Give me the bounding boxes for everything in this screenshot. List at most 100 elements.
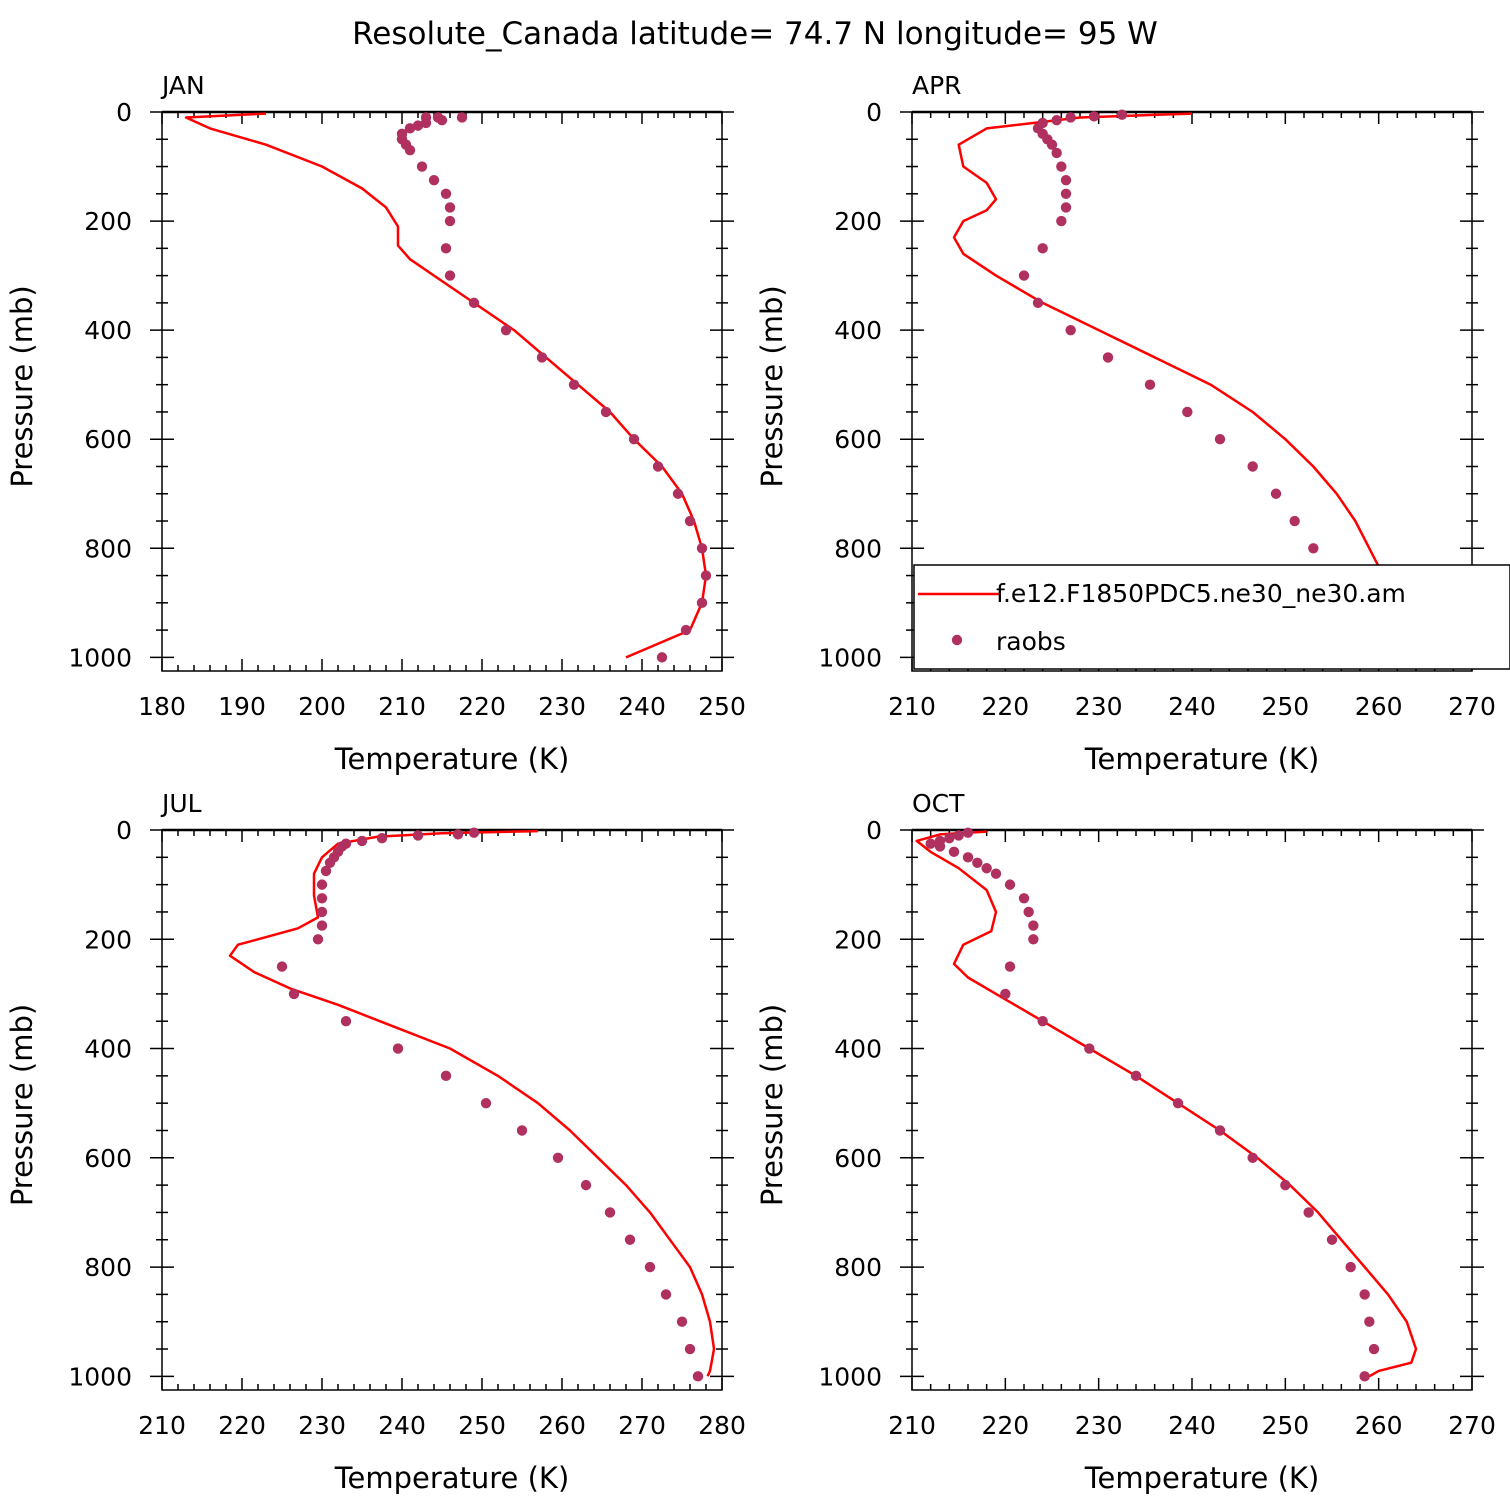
obs-point (516, 1125, 528, 1136)
obs-point (1056, 161, 1067, 172)
obs-point (692, 1371, 704, 1382)
x-tick-label: 250 (698, 692, 746, 721)
obs-point (680, 624, 692, 636)
x-axis-title: Temperature (K) (334, 742, 570, 776)
obs-point (1028, 934, 1039, 945)
obs-point (624, 1234, 636, 1245)
obs-point (676, 1316, 688, 1327)
obs-point (962, 827, 974, 838)
y-tick-label: 0 (116, 816, 132, 845)
x-tick-label: 250 (1261, 1411, 1309, 1440)
obs-point (1088, 111, 1100, 122)
obs-point (536, 352, 548, 363)
x-tick-label: 210 (888, 692, 936, 721)
y-tick-label: 0 (116, 98, 132, 127)
obs-point (1032, 297, 1044, 309)
obs-point (276, 961, 288, 972)
obs-point (953, 830, 964, 841)
obs-point (428, 174, 440, 186)
x-axis-title: Temperature (K) (334, 1461, 570, 1495)
y-tick-label: 800 (84, 1253, 132, 1282)
obs-point (1247, 1152, 1258, 1164)
y-tick-label: 200 (834, 207, 882, 236)
obs-point (1056, 215, 1067, 227)
x-tick-label: 220 (218, 1411, 266, 1440)
x-tick-label: 210 (378, 692, 426, 721)
obs-point (324, 857, 336, 868)
obs-point (1065, 112, 1076, 123)
panel-label: JUL (160, 789, 202, 818)
x-tick-label: 210 (138, 1411, 186, 1440)
obs-point (981, 863, 992, 874)
obs-point (1172, 1097, 1184, 1109)
x-tick-label: 220 (981, 692, 1029, 721)
x-tick-label: 240 (1168, 1411, 1216, 1440)
y-tick-label: 0 (866, 98, 882, 127)
obs-point (628, 434, 640, 445)
x-tick-label: 270 (1448, 692, 1496, 721)
obs-point (672, 488, 684, 499)
obs-point (1051, 147, 1062, 159)
x-tick-label: 240 (378, 1411, 426, 1440)
x-tick-label: 240 (618, 692, 666, 721)
obs-point (404, 123, 416, 134)
obs-point (1130, 1070, 1142, 1082)
obs-point (1018, 893, 1030, 904)
x-tick-label: 260 (538, 1411, 586, 1440)
obs-point (1065, 324, 1076, 336)
figure-title: Resolute_Canada latitude= 74.7 N longitu… (352, 16, 1158, 52)
obs-point (480, 1097, 492, 1109)
obs-point (1060, 202, 1072, 213)
obs-point (1303, 1207, 1314, 1218)
obs-point (356, 835, 368, 847)
y-tick-label: 0 (866, 816, 882, 845)
obs-point (1289, 515, 1300, 527)
obs-point (696, 543, 708, 554)
obs-point (1018, 270, 1030, 281)
obs-point (1004, 961, 1016, 972)
obs-point (700, 570, 712, 581)
x-tick-label: 250 (458, 1411, 506, 1440)
obs-point (1037, 243, 1048, 254)
obs-point (1144, 379, 1156, 390)
legend-obs-label: raobs (996, 627, 1066, 656)
obs-point (440, 188, 452, 200)
obs-point (456, 112, 468, 123)
obs-point (1037, 1016, 1048, 1027)
obs-point (376, 832, 388, 844)
y-tick-label: 1000 (68, 643, 132, 672)
obs-point (925, 838, 936, 849)
y-tick-label: 400 (84, 1035, 132, 1064)
obs-point (312, 934, 324, 945)
x-axis-title: Temperature (K) (1084, 1461, 1320, 1495)
y-axis-title: Pressure (mb) (5, 285, 39, 487)
obs-point (1308, 543, 1319, 554)
obs-point (432, 112, 444, 123)
obs-point (1000, 988, 1011, 1000)
x-tick-label: 240 (1168, 692, 1216, 721)
y-tick-label: 800 (834, 1253, 882, 1282)
legend-box (913, 564, 1510, 670)
obs-point (604, 1207, 616, 1218)
obs-point (1051, 114, 1062, 126)
model-series-line (915, 830, 1418, 1378)
obs-point (1116, 109, 1128, 120)
x-tick-label: 270 (1448, 1411, 1496, 1440)
obs-point (1280, 1179, 1291, 1191)
obs-point (404, 144, 416, 156)
obs-point (1368, 1343, 1380, 1355)
x-tick-label: 230 (538, 692, 586, 721)
obs-point (944, 832, 955, 844)
x-tick-label: 220 (981, 1411, 1029, 1440)
x-tick-label: 190 (218, 692, 266, 721)
obs-point (684, 1343, 696, 1355)
x-tick-label: 270 (618, 1411, 666, 1440)
obs-point (452, 829, 464, 840)
obs-point (340, 1016, 352, 1027)
y-tick-label: 1000 (818, 1362, 882, 1391)
obs-point (1060, 174, 1072, 186)
x-tick-label: 260 (1355, 1411, 1403, 1440)
obs-point (1102, 352, 1114, 363)
x-tick-label: 250 (1261, 692, 1309, 721)
obs-point (580, 1179, 592, 1191)
